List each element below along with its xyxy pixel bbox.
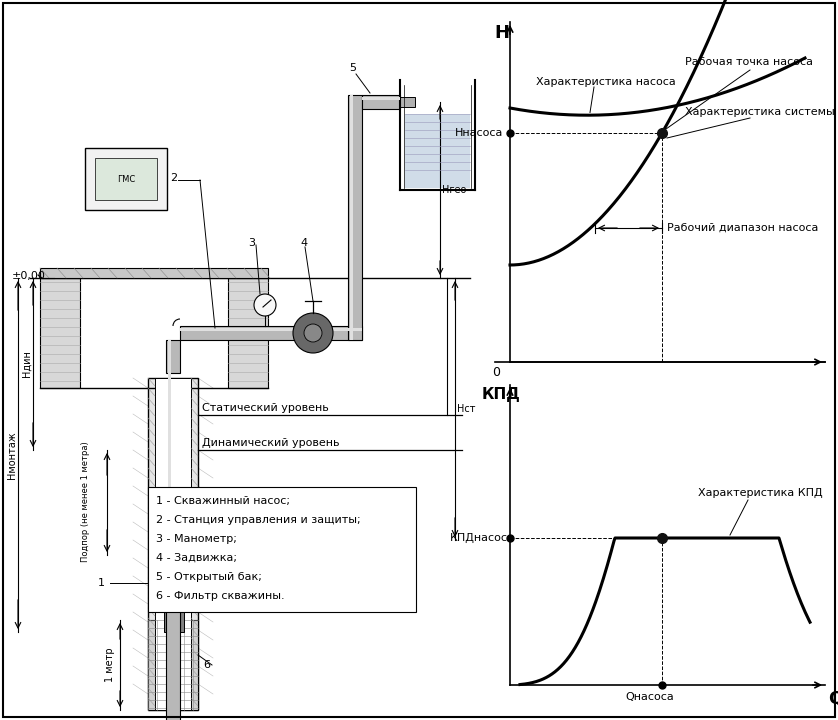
Circle shape [293,313,333,353]
Bar [168,373,171,555]
Text: H: H [494,24,510,42]
Bar [161,555,187,610]
Text: КПДнасоса: КПДнасоса [450,533,515,543]
Text: КПД: КПД [482,387,520,402]
Text: 1 метр: 1 метр [105,648,115,683]
Bar [166,340,180,373]
Bar [168,340,171,373]
Bar [180,326,362,340]
Text: 3 - Манометр;: 3 - Манометр; [156,534,237,544]
Bar [148,620,198,710]
Bar [400,97,415,107]
Text: 6 - Фильтр скважины.: 6 - Фильтр скважины. [156,591,285,601]
Text: 4: 4 [300,238,307,248]
Bar [40,278,80,388]
Text: Рабочая точка насоса: Рабочая точка насоса [685,57,813,67]
Bar [155,378,191,710]
Text: Характеристика системы: Характеристика системы [685,107,835,117]
Circle shape [254,294,276,316]
Bar [180,328,362,331]
Text: 5 - Открытый бак;: 5 - Открытый бак; [156,572,261,582]
Bar [405,114,470,188]
Text: Hгео: Hгео [442,185,467,195]
Text: 1 - Скважинный насос;: 1 - Скважинный насос; [156,496,290,506]
Text: Подпор (не менее 1 метра): Подпор (не менее 1 метра) [80,441,90,562]
Text: ГМС: ГМС [116,174,135,184]
Circle shape [304,324,322,342]
Text: 1: 1 [98,578,105,588]
Bar [148,487,416,612]
Text: 5: 5 [349,63,356,73]
Bar [228,278,268,388]
Text: 4 - Задвижка;: 4 - Задвижка; [156,553,237,563]
Text: Hст: Hст [457,404,475,414]
Text: 6: 6 [203,660,210,670]
Bar [85,148,167,210]
Text: ±0,00: ±0,00 [12,271,46,281]
Bar [164,610,184,632]
Text: Qнасоса: Qнасоса [626,692,675,702]
Bar [348,95,362,340]
Bar [350,95,353,340]
Bar [40,268,268,278]
Bar [95,158,157,200]
Text: 2 - Станция управления и защиты;: 2 - Станция управления и защиты; [156,515,360,525]
Text: 3: 3 [248,238,255,248]
Text: Hдин: Hдин [22,351,32,377]
Bar [166,545,180,720]
Text: Hнасоса: Hнасоса [455,128,504,138]
Text: 0: 0 [492,366,500,379]
Bar [362,97,400,100]
Text: Рабочий диапазон насоса: Рабочий диапазон насоса [667,223,819,233]
Text: Характеристика КПД: Характеристика КПД [698,488,823,498]
Text: Характеристика насоса: Характеристика насоса [536,77,675,87]
Text: Динамический уровень: Динамический уровень [202,438,339,448]
Text: 2: 2 [170,173,177,183]
Bar [362,95,400,109]
Bar [148,378,198,710]
Bar [165,547,183,555]
Text: Hмонтаж: Hмонтаж [7,431,17,479]
Text: Статический уровень: Статический уровень [202,403,328,413]
Text: Q: Q [828,689,838,707]
